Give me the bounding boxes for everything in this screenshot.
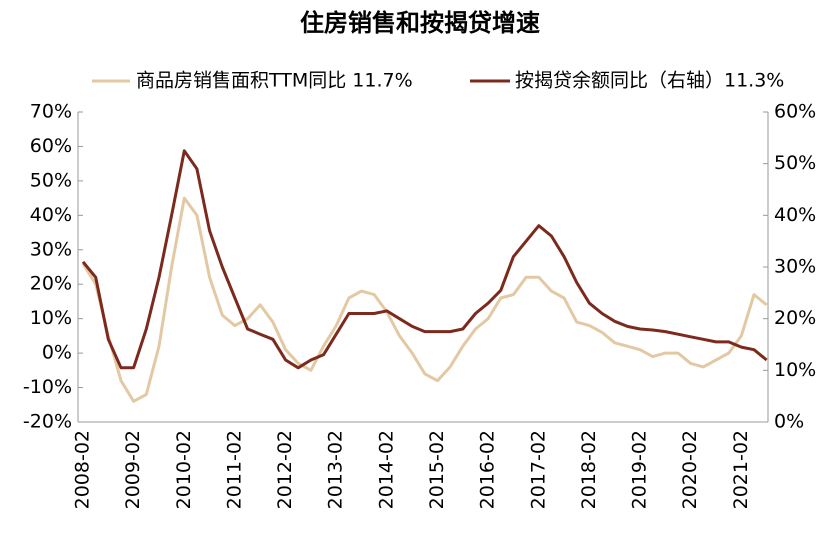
y2-tick-label: 60% [774, 101, 816, 123]
legend-label: 按揭贷余额同比（右轴）11.3% [515, 70, 784, 92]
x-tick-label: 2017-02 [527, 430, 549, 509]
y2-tick-label: 30% [774, 256, 816, 278]
y-tick-label: 70% [30, 101, 72, 123]
x-tick-label: 2009-02 [122, 430, 144, 509]
y2-tick-label: 40% [774, 204, 816, 226]
y-tick-label: 30% [30, 238, 72, 260]
series-line [81, 196, 768, 403]
x-tick-label: 2020-02 [679, 430, 701, 509]
x-tick-label: 2011-02 [223, 430, 245, 509]
y2-tick-label: 50% [774, 152, 816, 174]
x-tick-label: 2012-02 [274, 430, 296, 509]
x-tick-label: 2013-02 [325, 430, 347, 509]
x-tick-label: 2010-02 [173, 430, 195, 509]
y-tick-label: 60% [30, 135, 72, 157]
y-tick-label: -20% [23, 411, 72, 433]
x-tick-label: 2019-02 [629, 430, 651, 509]
y-tick-label: 50% [30, 169, 72, 191]
x-tick-label: 2018-02 [578, 430, 600, 509]
x-tick-label: 2016-02 [477, 430, 499, 509]
x-tick-label: 2021-02 [730, 430, 752, 509]
y-tick-label: 0% [42, 342, 72, 364]
x-tick-label: 2008-02 [72, 430, 94, 509]
y2-tick-label: 0% [774, 411, 804, 433]
y-tick-label: 10% [30, 307, 72, 329]
y-tick-label: 40% [30, 204, 72, 226]
legend-label: 商品房销售面积TTM同比 11.7% [136, 70, 413, 92]
series-line [81, 149, 768, 370]
y2-tick-label: 10% [774, 359, 816, 381]
x-tick-label: 2015-02 [426, 430, 448, 509]
y2-tick-label: 20% [774, 307, 816, 329]
y-tick-label: 20% [30, 273, 72, 295]
y-tick-label: -10% [23, 376, 72, 398]
chart-title: 住房销售和按揭贷增速 [300, 9, 540, 37]
x-tick-label: 2014-02 [375, 430, 397, 509]
